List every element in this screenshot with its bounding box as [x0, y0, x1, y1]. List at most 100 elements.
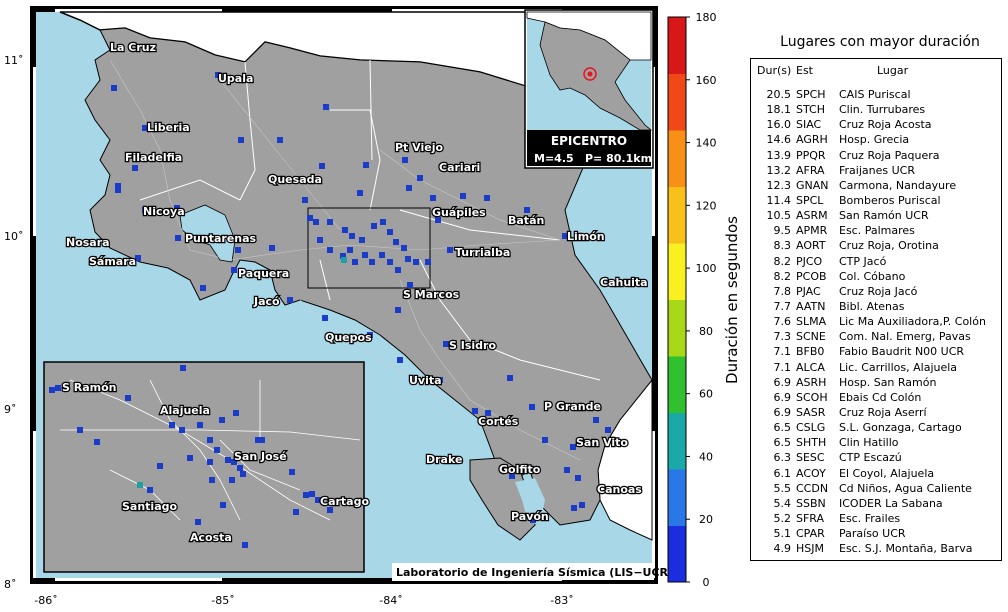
row-duration: 18.1 [766, 103, 792, 117]
inset-station-marker [195, 519, 201, 525]
row-station: APMR [796, 224, 828, 238]
table-row: 5.2 SFRA Esc. Frailes [751, 511, 1001, 526]
city-label: Sámara [89, 255, 136, 268]
city-label: Filadelfia [125, 151, 182, 164]
city-label: Liberia [147, 121, 190, 134]
colorbar-tick-label: 0 [703, 576, 710, 589]
row-place: Col. Cóbano [839, 269, 906, 283]
colorbar-segment [668, 243, 686, 300]
station-marker [401, 245, 407, 251]
station-marker [397, 357, 403, 363]
inset-city-label: S Ramón [62, 381, 117, 394]
row-place: Fabio Baudrit N00 UCR [839, 345, 965, 359]
inset-station-marker [49, 387, 55, 393]
station-marker [322, 315, 328, 321]
station-marker [363, 162, 369, 168]
station-marker [605, 427, 611, 433]
table-row: 8.2 PCOB Col. Cóbano [751, 269, 1001, 284]
row-station: SCNE [796, 330, 826, 344]
city-label: S Marcos [403, 288, 460, 301]
colorbar-tick-label: 100 [696, 262, 717, 275]
inset-station-marker [197, 422, 203, 428]
row-station: SCOH [796, 390, 828, 404]
city-label: Jacó [253, 295, 280, 308]
station-marker [319, 163, 325, 169]
axis-ticks: -86˚ -85˚ -84˚ -83˚ 11˚ 10˚ 9˚ 8˚ [4, 54, 574, 607]
station-marker [357, 190, 363, 196]
colorbar-segment [668, 73, 686, 131]
row-duration: 9.5 [773, 224, 792, 238]
row-station: SPCL [796, 193, 824, 207]
row-station: AGRH [796, 133, 828, 147]
city-label: Batán [508, 214, 544, 227]
row-duration: 6.9 [773, 375, 792, 389]
colorbar: 0 20 40 60 80 100 120 140 160 180 Duración en seg… [667, 11, 741, 589]
station-marker [393, 239, 399, 245]
row-duration: 6.3 [773, 451, 792, 465]
city-label: Quesada [268, 173, 322, 186]
table-row: 6.9 SASR Cruz Roja Aserrí [751, 405, 1001, 420]
colorbar-segment [668, 525, 686, 583]
station-marker [570, 444, 576, 450]
row-duration: 5.2 [773, 511, 792, 525]
inset-station-marker [327, 507, 333, 513]
station-marker [542, 437, 548, 443]
table-row: 10.5 ASRM San Ramón UCR [751, 208, 1001, 223]
row-duration: 8.2 [773, 254, 792, 268]
inset-station-marker [180, 365, 186, 371]
table-row: 6.9 SCOH Ebais Cd Colón [751, 390, 1001, 405]
table-row: 5.4 SSBN ICODER La Sabana [751, 496, 1001, 511]
row-duration: 13.2 [766, 163, 792, 177]
stations-main [111, 72, 611, 523]
inset-city-label: Cartago [320, 495, 369, 508]
city-label: Puntarenas [185, 232, 257, 245]
colorbar-tick-label: 40 [699, 450, 713, 463]
row-place: Esc. Palmares [839, 224, 915, 238]
station-marker [269, 245, 275, 251]
row-station: SASR [796, 405, 826, 419]
row-place: Esc. Frailes [839, 511, 901, 525]
city-label: Nosara [66, 236, 110, 249]
inset-city-label: Santiago [122, 500, 178, 513]
inset-station-marker [233, 410, 239, 416]
station-marker [313, 219, 319, 225]
inset-station-marker [225, 457, 231, 463]
city-label: Cortés [478, 415, 519, 428]
colorbar-tick-label: 80 [699, 325, 713, 338]
station-marker [593, 417, 599, 423]
golfo-dulce [515, 478, 545, 525]
row-station: BFB0 [796, 345, 825, 359]
y-tick-label: 8˚ [4, 578, 17, 591]
station-marker [443, 341, 449, 347]
row-place: Clin Hatillo [839, 436, 899, 450]
row-station: AATN [796, 299, 826, 313]
station-marker [407, 282, 413, 288]
station-marker [342, 227, 348, 233]
station-marker [369, 259, 375, 265]
row-duration: 6.5 [773, 436, 792, 450]
station-marker [507, 375, 513, 381]
inset-station-marker [293, 509, 299, 515]
city-label: Golfito [499, 463, 541, 476]
row-duration: 12.3 [766, 178, 792, 192]
inset-station-marker [259, 437, 265, 443]
row-place: Hosp. Grecia [839, 133, 910, 147]
station-marker [371, 223, 377, 229]
row-station: SFRA [796, 511, 825, 525]
credit-text: Laboratorio de Ingeniería Sísmica (LIS−U… [396, 566, 673, 579]
station-marker [530, 517, 536, 523]
row-place: Cruz Roja, Orotina [839, 239, 939, 253]
station-marker [417, 175, 423, 181]
inset-map: S Ramón Alajuela San José Santiago Carta… [43, 361, 371, 573]
station-marker [200, 285, 206, 291]
row-place: Bomberos Puriscal [839, 193, 941, 207]
station-marker [387, 229, 393, 235]
table-row: 6.1 ACOY El Coyol, Alajuela [751, 466, 1001, 481]
row-station: SHTH [796, 436, 827, 450]
row-place: S.L. Gonzaga, Cartago [839, 421, 962, 435]
colorbar-tick-label: 140 [696, 137, 717, 150]
row-duration: 5.1 [773, 527, 792, 541]
inset-station-marker [94, 439, 100, 445]
station-marker [340, 253, 346, 259]
header-est: Est [796, 64, 813, 77]
